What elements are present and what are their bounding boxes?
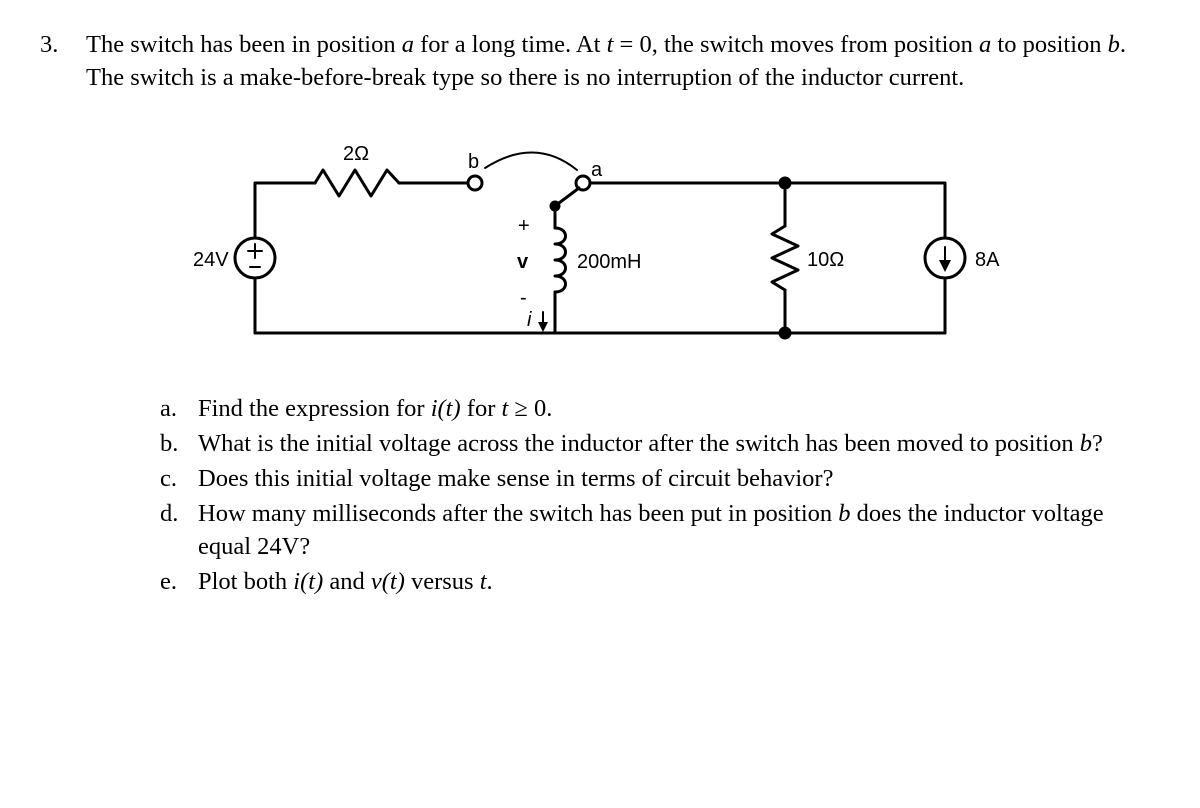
subpart-text: Find the expression for i(t) for t ≥ 0.	[198, 392, 1160, 425]
subpart-a: a. Find the expression for i(t) for t ≥ …	[160, 392, 1160, 425]
question-stem: 3. The switch has been in position a for…	[40, 28, 1160, 94]
label-r-top: 2Ω	[343, 143, 369, 165]
subpart-letter: e.	[160, 565, 198, 598]
label-i-letter: i	[527, 309, 532, 331]
subpart-b: b. What is the initial voltage across th…	[160, 427, 1160, 460]
page: 3. The switch has been in position a for…	[0, 0, 1200, 599]
question-text: The switch has been in position a for a …	[86, 28, 1160, 94]
label-switch-b: b	[468, 151, 479, 173]
circuit-figure: 24V 2Ω b a + v - i 200mH 10Ω 8A	[40, 128, 1160, 368]
subpart-text: Does this initial voltage make sense in …	[198, 462, 1160, 495]
label-inductor: 200mH	[577, 251, 641, 273]
subpart-letter: d.	[160, 497, 198, 530]
subpart-text: How many milliseconds after the switch h…	[198, 497, 1160, 563]
label-v-letter: v	[517, 251, 529, 273]
question-number: 3.	[40, 28, 86, 61]
label-vsrc: 24V	[193, 249, 229, 271]
subpart-e: e. Plot both i(t) and v(t) versus t.	[160, 565, 1160, 598]
subpart-text: What is the initial voltage across the i…	[198, 427, 1160, 460]
circuit-svg: 24V 2Ω b a + v - i 200mH 10Ω 8A	[185, 128, 1015, 368]
subpart-c: c. Does this initial voltage make sense …	[160, 462, 1160, 495]
label-switch-a: a	[591, 159, 603, 181]
subpart-text: Plot both i(t) and v(t) versus t.	[198, 565, 1160, 598]
subpart-letter: a.	[160, 392, 198, 425]
subpart-letter: b.	[160, 427, 198, 460]
label-v-plus: +	[518, 215, 530, 237]
label-isrc: 8A	[975, 249, 1000, 271]
subparts: a. Find the expression for i(t) for t ≥ …	[160, 392, 1160, 598]
subpart-d: d. How many milliseconds after the switc…	[160, 497, 1160, 563]
label-v-minus: -	[520, 287, 527, 309]
label-r-right: 10Ω	[807, 249, 844, 271]
subpart-letter: c.	[160, 462, 198, 495]
